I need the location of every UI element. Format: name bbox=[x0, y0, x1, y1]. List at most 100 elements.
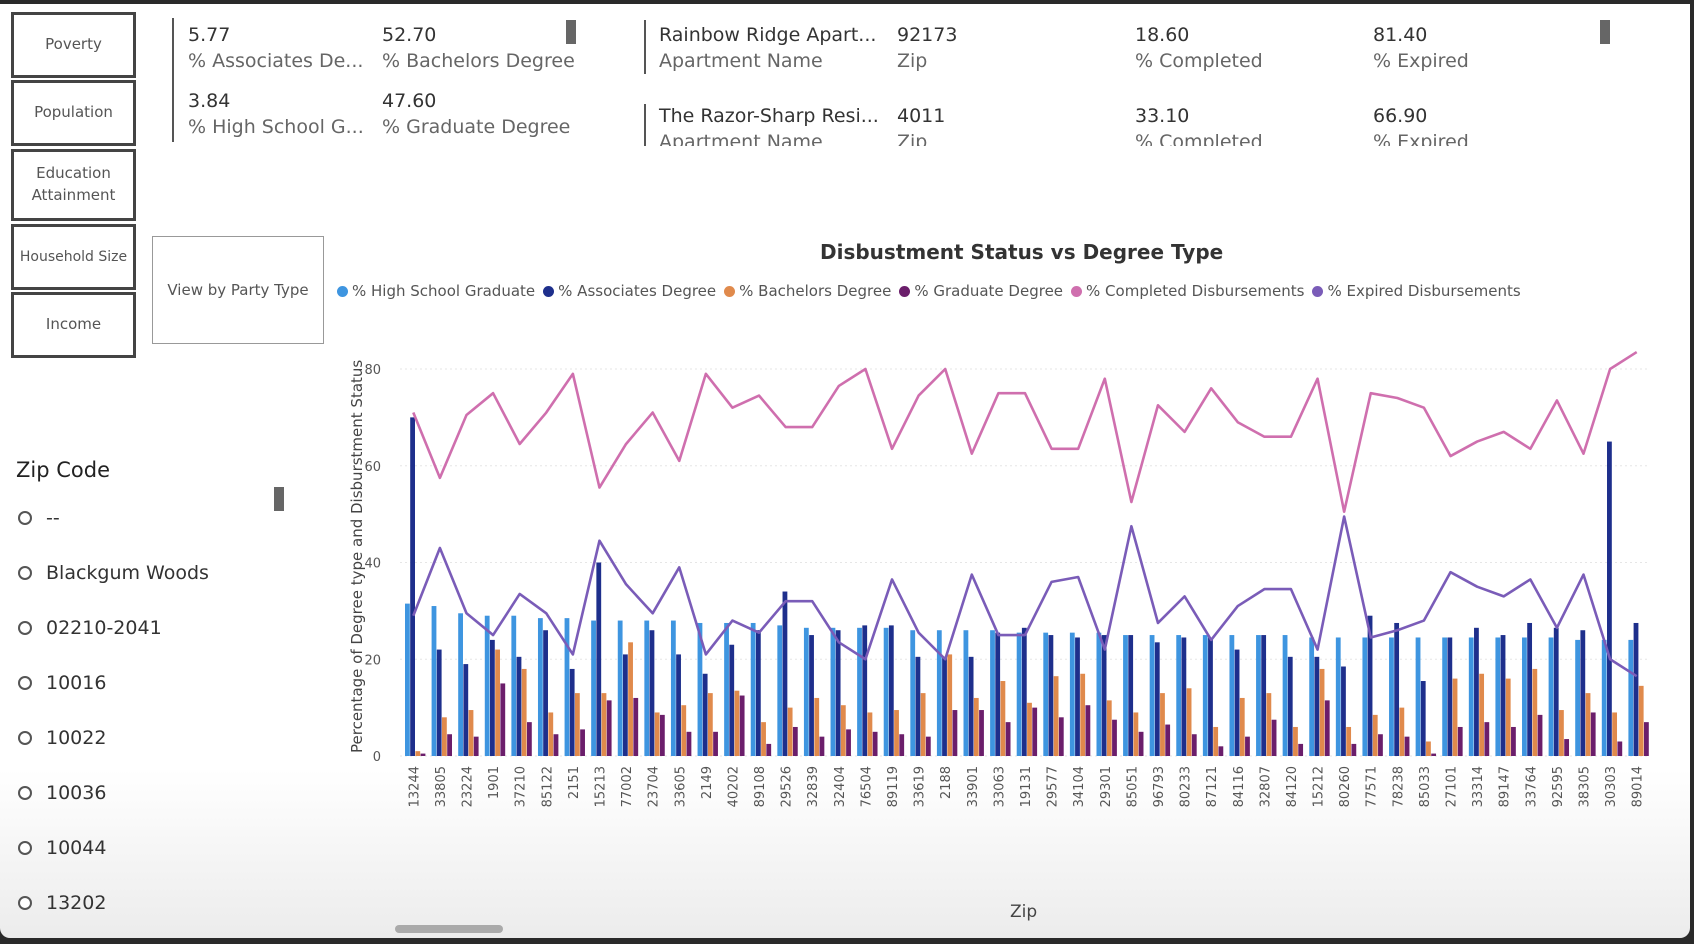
legend-item[interactable]: % Graduate Degree bbox=[899, 282, 1063, 300]
bar bbox=[1500, 635, 1506, 756]
x-tick-label: 33314 bbox=[1471, 766, 1486, 807]
kpi-label: Zip bbox=[897, 50, 928, 72]
y-tick-label: 80 bbox=[364, 363, 381, 378]
apartment-card-scrollbar[interactable] bbox=[1600, 20, 1610, 44]
bar bbox=[1048, 635, 1054, 756]
nav-button-education-attainment[interactable]: Education Attainment bbox=[11, 149, 136, 221]
x-tick-label: 33063 bbox=[992, 766, 1007, 807]
x-tick-label: 80233 bbox=[1179, 766, 1194, 807]
bar bbox=[1468, 637, 1474, 756]
x-tick-label: 92595 bbox=[1551, 766, 1566, 807]
legend-label: % Completed Disbursements bbox=[1086, 282, 1305, 300]
bar bbox=[1378, 734, 1383, 756]
radio-icon bbox=[18, 841, 32, 855]
zip-option-label: Blackgum Woods bbox=[46, 562, 209, 584]
nav-button-income[interactable]: Income bbox=[11, 292, 136, 358]
zip-option[interactable]: 10044 bbox=[18, 837, 106, 859]
bar bbox=[1607, 441, 1612, 756]
bar bbox=[606, 700, 612, 756]
bar bbox=[526, 722, 532, 756]
bar bbox=[1106, 700, 1112, 756]
bar bbox=[724, 622, 729, 756]
kpi-label: % Completed bbox=[1135, 131, 1263, 146]
zip-option[interactable]: -- bbox=[18, 507, 60, 529]
apt-row-divider bbox=[644, 104, 646, 146]
legend-label: % Bachelors Degree bbox=[739, 282, 892, 300]
bar bbox=[990, 630, 995, 756]
x-tick-label: 77002 bbox=[620, 766, 635, 807]
nav-button-poverty[interactable]: Poverty bbox=[11, 12, 136, 78]
chart-horizontal-scrollbar[interactable] bbox=[395, 925, 503, 933]
bar bbox=[1580, 630, 1586, 756]
bar bbox=[511, 615, 517, 756]
kpi-label: % High School G... bbox=[188, 116, 364, 138]
kpi-graduate: 47.60 % Graduate Degree bbox=[382, 90, 570, 138]
apt-row-1-completed: 18.60 % Completed bbox=[1135, 24, 1263, 72]
bar bbox=[468, 710, 474, 756]
zip-option[interactable]: Blackgum Woods bbox=[18, 562, 209, 584]
x-tick-label: 80260 bbox=[1338, 766, 1353, 807]
chart-legend: % High School Graduate % Associates Degr… bbox=[337, 282, 1529, 300]
legend-label: % Associates Degree bbox=[558, 282, 717, 300]
nav-button-population[interactable]: Population bbox=[11, 80, 136, 146]
zip-option[interactable]: 10022 bbox=[18, 727, 106, 749]
bar bbox=[670, 620, 676, 756]
bar bbox=[1522, 637, 1527, 756]
bar bbox=[777, 625, 783, 756]
bar bbox=[521, 668, 527, 756]
bar bbox=[995, 632, 1001, 756]
bar bbox=[649, 630, 655, 756]
bar bbox=[1495, 637, 1501, 756]
bar bbox=[1239, 697, 1245, 756]
bar bbox=[1362, 637, 1368, 756]
legend-item[interactable]: % Associates Degree bbox=[543, 282, 716, 300]
bar bbox=[1154, 642, 1160, 756]
zip-slicer-scrollbar[interactable] bbox=[274, 487, 284, 511]
bar bbox=[537, 618, 543, 756]
kpi-label: % Graduate Degree bbox=[382, 116, 571, 138]
series-line bbox=[412, 350, 1638, 514]
bar bbox=[1101, 635, 1107, 756]
bar bbox=[947, 654, 953, 756]
x-tick-label: 27101 bbox=[1445, 766, 1460, 807]
bar bbox=[1447, 637, 1453, 756]
bar bbox=[405, 603, 410, 756]
bar bbox=[441, 717, 447, 756]
apartment-card: Rainbow Ridge Apart... Apartment Name 92… bbox=[640, 16, 1620, 146]
zip-option-label: 10022 bbox=[46, 727, 107, 749]
kpi-label: Zip bbox=[897, 131, 928, 146]
legend-dot bbox=[543, 285, 555, 297]
zip-option-label: 02210-2041 bbox=[46, 617, 162, 639]
kpi-value: 4011 bbox=[897, 105, 946, 127]
kpi-associates: 5.77 % Associates De... bbox=[188, 24, 363, 72]
view-by-party-type-button[interactable]: View by Party Type bbox=[152, 236, 324, 344]
zip-option[interactable]: 13202 bbox=[18, 892, 106, 914]
bar bbox=[920, 693, 926, 756]
bar bbox=[814, 697, 820, 756]
x-tick-label: 89108 bbox=[753, 766, 768, 807]
bar bbox=[750, 622, 756, 756]
legend-item[interactable]: % Expired Disbursements bbox=[1312, 282, 1521, 300]
bar bbox=[787, 707, 793, 756]
edu-card-scrollbar[interactable] bbox=[566, 20, 576, 44]
legend-item[interactable]: % High School Graduate bbox=[337, 282, 535, 300]
bar bbox=[1186, 688, 1192, 756]
bar bbox=[1457, 726, 1463, 756]
bar bbox=[936, 630, 942, 756]
zip-option[interactable]: 10016 bbox=[18, 672, 106, 694]
x-tick-label: 84120 bbox=[1285, 766, 1300, 807]
legend-item[interactable]: % Completed Disbursements bbox=[1071, 282, 1304, 300]
bar bbox=[1484, 722, 1490, 756]
legend-item[interactable]: % Bachelors Degree bbox=[724, 282, 891, 300]
zip-option-label: 10044 bbox=[46, 837, 107, 859]
bar bbox=[894, 710, 899, 756]
legend-dot bbox=[899, 285, 911, 297]
bar bbox=[1069, 632, 1075, 756]
zip-option[interactable]: 10036 bbox=[18, 782, 106, 804]
nav-button-household-size[interactable]: Household Size bbox=[11, 224, 136, 290]
bar bbox=[1505, 678, 1511, 756]
zip-option[interactable]: 02210-2041 bbox=[18, 617, 162, 639]
bar bbox=[548, 712, 554, 756]
bar bbox=[915, 656, 921, 756]
bar bbox=[654, 712, 660, 756]
